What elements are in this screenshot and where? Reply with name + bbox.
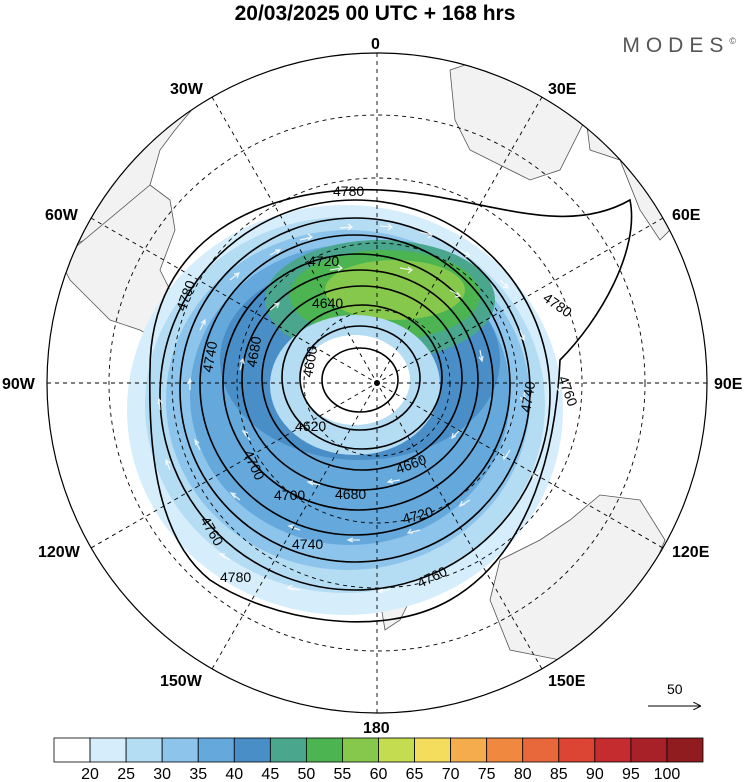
- colorbar-tick-label: 90: [586, 766, 604, 782]
- wind-arrows: [157, 223, 562, 594]
- map-border: [46, 52, 708, 714]
- colorbar-swatch: [269, 737, 307, 763]
- colorbar-tick-label: 20: [81, 766, 99, 782]
- colorbar-tick-label: 55: [334, 766, 352, 782]
- colorbar-tick-label: 75: [478, 766, 496, 782]
- contour-label: 4740: [199, 340, 220, 374]
- contour-4700: [222, 253, 494, 511]
- colorbar-swatch: [89, 737, 127, 763]
- lon-label-90w: 90W: [2, 376, 36, 393]
- contour-label: 4720: [308, 253, 339, 269]
- lon-label-60w: 60W: [45, 207, 79, 224]
- lon-label-120e: 120E: [672, 544, 710, 561]
- contour-label: 4700: [274, 487, 305, 503]
- lon-label-0: 0: [371, 36, 380, 53]
- south-pole-marker: [374, 380, 380, 386]
- reference-vector-label: 50: [667, 681, 683, 697]
- lon-label-120w: 120W: [38, 544, 81, 561]
- colorbar-swatch: [305, 737, 343, 763]
- height-contours: [148, 188, 633, 623]
- colorbar-swatch: [594, 737, 632, 763]
- contour-4720: [199, 234, 511, 536]
- contour-label: 4680: [335, 486, 366, 502]
- wind-band-inner-calm: [300, 335, 410, 425]
- colorbar-tick-label: 60: [370, 766, 388, 782]
- contour-label: 4740: [292, 536, 323, 552]
- lon-label-90e: 90E: [714, 376, 743, 393]
- contour-label: 4780: [220, 569, 251, 585]
- colorbar-swatch: [414, 737, 452, 763]
- colorbar-swatch: [486, 737, 524, 763]
- lon-label-180: 180: [363, 720, 390, 737]
- colorbar-swatch: [161, 737, 199, 763]
- colorbar-tick-label: 40: [225, 766, 243, 782]
- contour-label: 4680: [243, 335, 264, 369]
- colorbar-tick-label: 50: [297, 766, 315, 782]
- colorbar-tick-label: 80: [514, 766, 532, 782]
- colorbar-swatch: [630, 737, 668, 763]
- colorbar: 20 25 30 35 40 45 50 55 60 65 70 75 80 85 90 95 100: [53, 737, 704, 782]
- map-disk: [47, 53, 707, 713]
- colorbar-tick-label: 100: [654, 766, 681, 782]
- contour-4680: [241, 269, 479, 491]
- map-title: 20/03/2025 00 UTC + 168 hrs: [234, 2, 516, 25]
- colorbar-tick-label: 65: [406, 766, 424, 782]
- colorbar-tick-label: 30: [153, 766, 171, 782]
- colorbar-tick-label: 45: [261, 766, 279, 782]
- lon-label-60e: 60E: [672, 207, 701, 224]
- colorbar-tick-label: 25: [117, 766, 135, 782]
- contour-label: 4720: [401, 503, 435, 527]
- contour-label: 4640: [312, 295, 343, 311]
- colorbar-tick-label: 35: [189, 766, 207, 782]
- colorbar-swatch: [125, 737, 163, 763]
- contour-4660: [261, 285, 463, 471]
- contour-label: 4620: [295, 418, 326, 434]
- south-america-land: [59, 53, 301, 251]
- lon-label-30e: 30E: [548, 81, 577, 98]
- colorbar-tick-label: 95: [622, 766, 640, 782]
- reference-vector: 50: [648, 681, 700, 706]
- colorbar-swatch: [342, 737, 379, 763]
- lon-label-30w: 30W: [170, 81, 204, 98]
- colorbar-swatch: [450, 737, 488, 763]
- wind-speed-shading: [127, 205, 563, 615]
- contour-4740: [179, 217, 531, 563]
- colorbar-swatch: [233, 737, 271, 763]
- contour-label: 4780: [540, 289, 575, 320]
- colorbar-swatch: [522, 737, 560, 763]
- contour-4620: [299, 325, 421, 431]
- colorbar-swatch: [666, 737, 704, 763]
- colorbar-swatch: [53, 737, 91, 763]
- longitude-labels: 0 30W 30E 60W 60E 90W 90E 120W 120E 150W…: [2, 36, 743, 737]
- colorbar-tick-label: 85: [550, 766, 568, 782]
- colorbar-swatch: [378, 737, 415, 763]
- contour-label: 4780: [333, 183, 364, 199]
- colorbar-swatch: [558, 737, 596, 763]
- brand-logo: MODES©: [622, 34, 736, 58]
- lon-label-150e: 150E: [548, 673, 586, 690]
- contour-4780: [148, 188, 633, 623]
- contour-4760: [159, 199, 551, 591]
- copyright-mark: ©: [729, 36, 736, 46]
- colorbar-swatch: [197, 737, 235, 763]
- lon-label-150w: 150W: [160, 673, 203, 690]
- contour-4640: [281, 304, 443, 450]
- brand-name: MODES: [622, 34, 730, 57]
- colorbar-tick-label: 70: [442, 766, 460, 782]
- contour-label: 4740: [517, 380, 538, 414]
- africa-land: [449, 59, 586, 181]
- contour-label: 4600: [299, 345, 320, 379]
